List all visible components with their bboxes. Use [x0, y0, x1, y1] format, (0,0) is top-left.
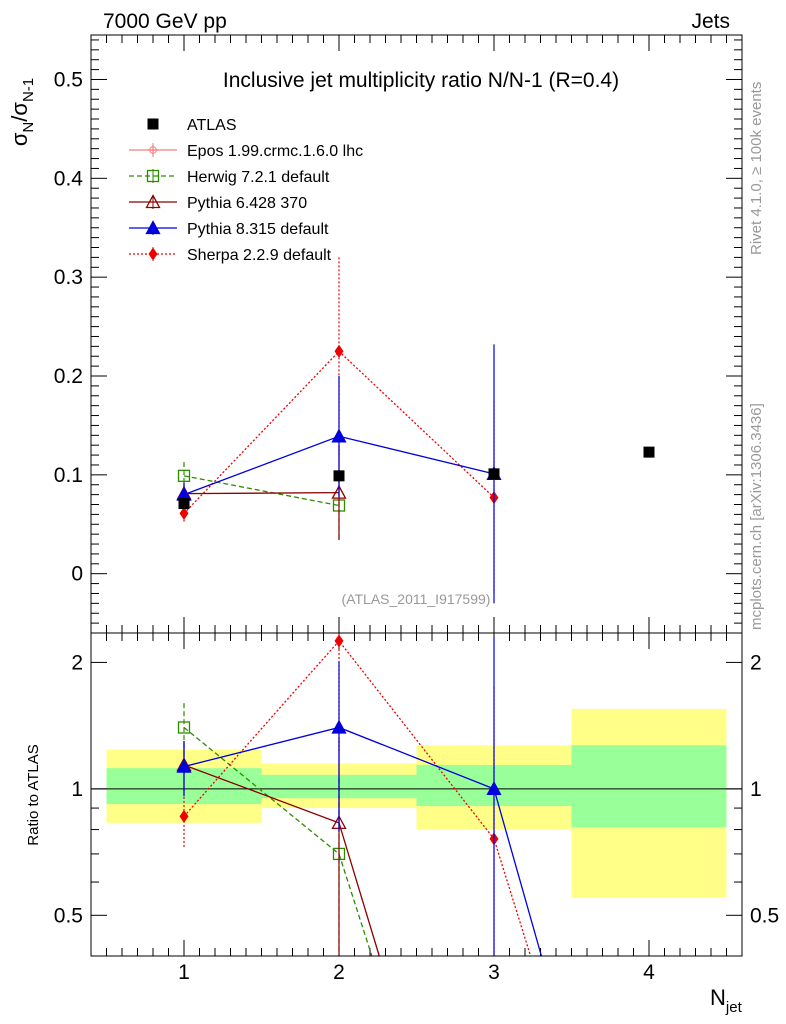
ratio-tick-label: 2 — [71, 651, 83, 674]
legend-label-epos-1-99-crmc-1-6-0-lhc: Epos 1.99.crmc.1.6.0 lhc — [187, 143, 363, 160]
ratio-line-sherpa-2-2-9-default — [183, 639, 532, 957]
mcplots-label: mcplots.cern.ch [arXiv:1306.3436] — [748, 403, 765, 630]
data-point-sherpa-2-2-9-default — [179, 506, 189, 520]
legend-marker-pythia-8-315-default — [145, 220, 161, 235]
ratio-point-pythia-8-315-default — [486, 780, 502, 796]
legend-label-atlas: ATLAS — [187, 117, 237, 134]
data-point-sherpa-2-2-9-default — [334, 344, 344, 358]
series-line-pythia-6-428-370 — [183, 491, 340, 495]
energy-label: 7000 GeV pp — [103, 10, 227, 33]
ratio-tick-label: 0.5 — [54, 904, 83, 927]
data-point-pythia-8-315-default — [331, 428, 347, 443]
series-line-herwig-7-2-1-default — [183, 475, 340, 507]
ratio-tick-label-right: 1 — [750, 778, 762, 801]
y-tick-label: 0 — [71, 563, 83, 586]
data-point-atlas — [488, 468, 500, 480]
ratio-tick-label-right: 0.5 — [750, 904, 779, 927]
data-point-atlas — [643, 446, 655, 458]
x-tick-label: 3 — [488, 961, 500, 984]
uncertainty-band-green — [571, 745, 727, 828]
legend-label-pythia-8-315-default: Pythia 8.315 default — [187, 221, 329, 238]
legend-label-sherpa-2-2-9-default: Sherpa 2.2.9 default — [187, 247, 332, 264]
ratio-tick-label: 1 — [71, 778, 83, 801]
ratio-bands — [91, 708, 742, 898]
legend-marker-atlas — [147, 118, 159, 130]
jets-label: Jets — [691, 10, 730, 33]
upper-series — [176, 257, 655, 604]
y-axis-label: σN/σN-1 — [7, 78, 37, 146]
ratio-point-pythia-8-315-default — [176, 758, 192, 773]
rivet-label: Rivet 4.1.0, ≥ 100k events — [748, 82, 765, 255]
legend-marker-herwig-7-2-1-default — [146, 169, 160, 183]
lower-axes: 0.5 0.5 1 1 2 2 — [54, 651, 779, 957]
lower-series — [176, 633, 543, 957]
analysis-id: (ATLAS_2011_I917599) — [342, 591, 491, 607]
ratio-point-sherpa-2-2-9-default — [334, 634, 344, 648]
ratio-point-sherpa-2-2-9-default — [179, 809, 189, 823]
lower-frame — [90, 632, 743, 957]
legend: ATLAS Epos 1.99.crmc.1.6.0 lhc Herwig 7.2.… — [129, 117, 363, 264]
legend-label-pythia-6-428-370: Pythia 6.428 370 — [187, 195, 307, 212]
x-tick-label: 4 — [643, 961, 655, 984]
y-tick-label: 0.1 — [54, 464, 83, 487]
data-point-atlas — [178, 498, 190, 510]
legend-marker-pythia-6-428-370 — [145, 194, 161, 209]
ratio-point-pythia-8-315-default — [331, 719, 347, 734]
legend-marker-sherpa-2-2-9-default — [148, 247, 158, 261]
y-tick-label: 0.2 — [54, 365, 83, 388]
x-tick-label: 2 — [333, 961, 345, 984]
x-axis-label: Njet — [710, 985, 743, 1016]
y-tick-label: 0.5 — [54, 68, 83, 91]
y-tick-label: 0.3 — [54, 266, 83, 289]
x-tick-label: 1 — [178, 961, 190, 984]
ratio-tick-label-right: 2 — [750, 651, 762, 674]
data-point-atlas — [333, 470, 345, 482]
data-point-herwig-7-2-1-default — [177, 469, 191, 482]
legend-label-herwig-7-2-1-default: Herwig 7.2.1 default — [187, 169, 330, 186]
ratio-y-axis-label: Ratio to ATLAS — [25, 744, 42, 845]
data-point-pythia-6-428-370 — [331, 484, 347, 499]
ratio-line-pythia-8-315-default — [183, 726, 543, 957]
y-tick-label: 0.4 — [54, 167, 84, 190]
chart-title: Inclusive jet multiplicity ratio N/N-1 (… — [223, 69, 619, 92]
legend-marker-epos-1-99-crmc-1-6-0-lhc — [149, 146, 157, 154]
ratio-point-herwig-7-2-1-default — [177, 721, 191, 734]
